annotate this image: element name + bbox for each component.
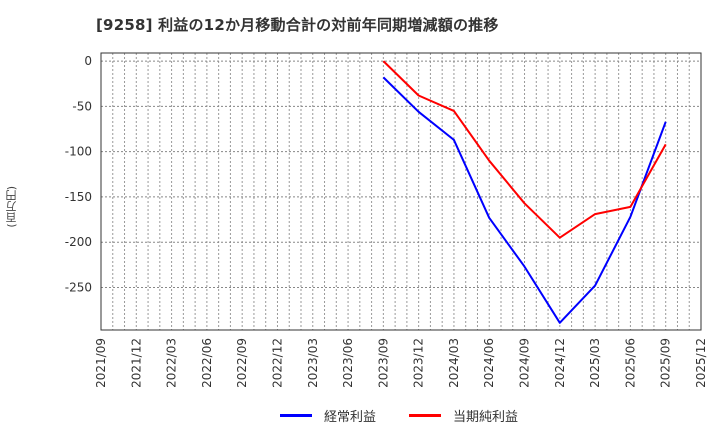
x-tick-label: 2025/09 [659, 338, 673, 388]
x-tick-label: 2022/12 [270, 338, 284, 388]
x-tick-label: 2025/06 [623, 338, 637, 388]
gridlines [101, 53, 701, 330]
legend-swatch-blue [280, 414, 312, 417]
legend-item-ordinary-profit: 経常利益 [280, 406, 376, 425]
legend-label: 当期純利益 [453, 410, 519, 425]
x-tick-label: 2025/03 [588, 338, 602, 388]
legend: 経常利益 当期純利益 [0, 406, 720, 426]
x-tick-label: 2022/09 [235, 338, 249, 388]
plot-frame [100, 52, 702, 331]
x-tick-label: 2023/06 [341, 338, 355, 388]
y-tick-label: 0 [84, 54, 92, 68]
y-tick-label: -250 [65, 280, 92, 294]
y-tick-label: -150 [65, 190, 92, 204]
y-tick-label: -50 [72, 99, 92, 113]
y-tick-label: -100 [65, 145, 92, 159]
series-line-当期純利益 [382, 60, 667, 239]
x-tick-label: 2024/03 [447, 338, 461, 388]
x-tick-label: 2024/06 [482, 338, 496, 388]
x-tick-label: 2022/03 [165, 338, 179, 388]
chart-title: [9258] 利益の12か月移動合計の対前年同期増減額の推移 [96, 16, 499, 34]
x-tick-label: 2021/12 [129, 338, 143, 388]
x-tick-label: 2024/09 [518, 338, 532, 388]
y-axis-ticks: 0 -50 -100 -150 -200 -250 [65, 54, 92, 294]
x-tick-label: 2021/09 [94, 338, 108, 388]
legend-label: 経常利益 [324, 410, 377, 425]
x-tick-label: 2023/12 [412, 338, 426, 388]
x-tick-label: 2023/03 [306, 338, 320, 388]
series-line-経常利益 [382, 76, 667, 324]
x-tick-label: 2025/12 [694, 338, 708, 388]
y-tick-label: -200 [65, 235, 92, 249]
x-tick-label: 2022/06 [200, 338, 214, 388]
legend-item-net-profit: 当期純利益 [409, 406, 518, 425]
x-tick-label: 2023/09 [376, 338, 390, 388]
x-axis-ticks: 2021/09 2021/12 2022/03 2022/06 2022/09 2022/… [94, 338, 708, 388]
series-lines [382, 60, 667, 324]
x-tick-label: 2024/12 [553, 338, 567, 388]
legend-swatch-red [409, 414, 441, 417]
